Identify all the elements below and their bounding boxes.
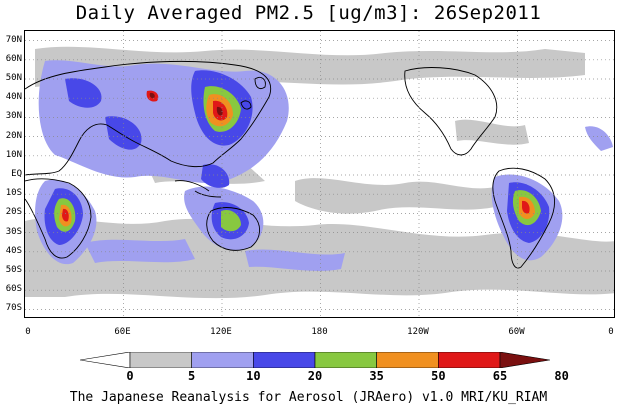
map-title: Daily Averaged PM2.5 [ug/m3]: 26Sep2011 xyxy=(75,2,542,24)
lon-tick-label: 180 xyxy=(311,327,328,337)
coastlines xyxy=(25,60,555,269)
lat-tick-label: 10N xyxy=(5,149,22,160)
footer-credit: The Japanese Reanalysis for Aerosol (JRA… xyxy=(69,390,548,405)
lat-tick-label: 40S xyxy=(5,245,22,256)
colorbar-segment xyxy=(314,352,377,368)
colorbar-level-label: 20 xyxy=(307,369,323,383)
colorbar-level-label: 35 xyxy=(369,369,384,383)
lon-tick-label: 0 xyxy=(25,327,31,337)
lat-tick-label: 20N xyxy=(5,130,22,141)
colorbar-level-label: 10 xyxy=(246,369,261,383)
colorbar-level-label: 5 xyxy=(188,369,196,383)
lat-tick-label: 30S xyxy=(5,226,22,237)
colorbar xyxy=(80,352,550,368)
lon-tick-label: 60E xyxy=(114,327,131,337)
lat-tick-label: 30N xyxy=(5,111,22,122)
lat-tick-label: 10S xyxy=(5,188,22,199)
colorbar-segment xyxy=(129,352,192,368)
colorbar-segment xyxy=(376,352,439,368)
pm25-map xyxy=(25,31,614,317)
lat-tick-label: 20S xyxy=(5,207,22,218)
lat-tick-label: 70S xyxy=(5,303,22,314)
colorbar-level-label: 0 xyxy=(126,369,134,383)
lon-tick-label: 0 xyxy=(608,327,614,337)
lat-tick-label: 50S xyxy=(5,265,22,275)
colorbar-level-label: 65 xyxy=(492,369,508,383)
lat-tick-label: 70N xyxy=(5,34,22,45)
lat-tick-label: 60N xyxy=(5,53,22,64)
lon-tick-label: 60W xyxy=(508,327,525,337)
colorbar-level-label: 50 xyxy=(431,369,446,383)
lat-tick-label: 50N xyxy=(5,73,22,83)
lat-tick-label: 40N xyxy=(5,92,22,103)
lat-tick-label: EQ xyxy=(11,169,22,179)
lon-tick-label: 120E xyxy=(210,327,232,337)
colorbar-segment xyxy=(191,352,254,368)
pm25-level-above-80 xyxy=(149,92,223,116)
colorbar-segment xyxy=(438,352,501,368)
lon-tick-label: 120W xyxy=(407,327,429,337)
colorbar-low-arrow xyxy=(80,352,131,368)
colorbar-level-label: 80 xyxy=(554,369,569,383)
map-plot-area xyxy=(24,30,615,318)
colorbar-high-arrow xyxy=(499,352,550,368)
lat-tick-label: 60S xyxy=(5,284,22,295)
graticule xyxy=(25,31,614,317)
colorbar-segment xyxy=(253,352,316,368)
